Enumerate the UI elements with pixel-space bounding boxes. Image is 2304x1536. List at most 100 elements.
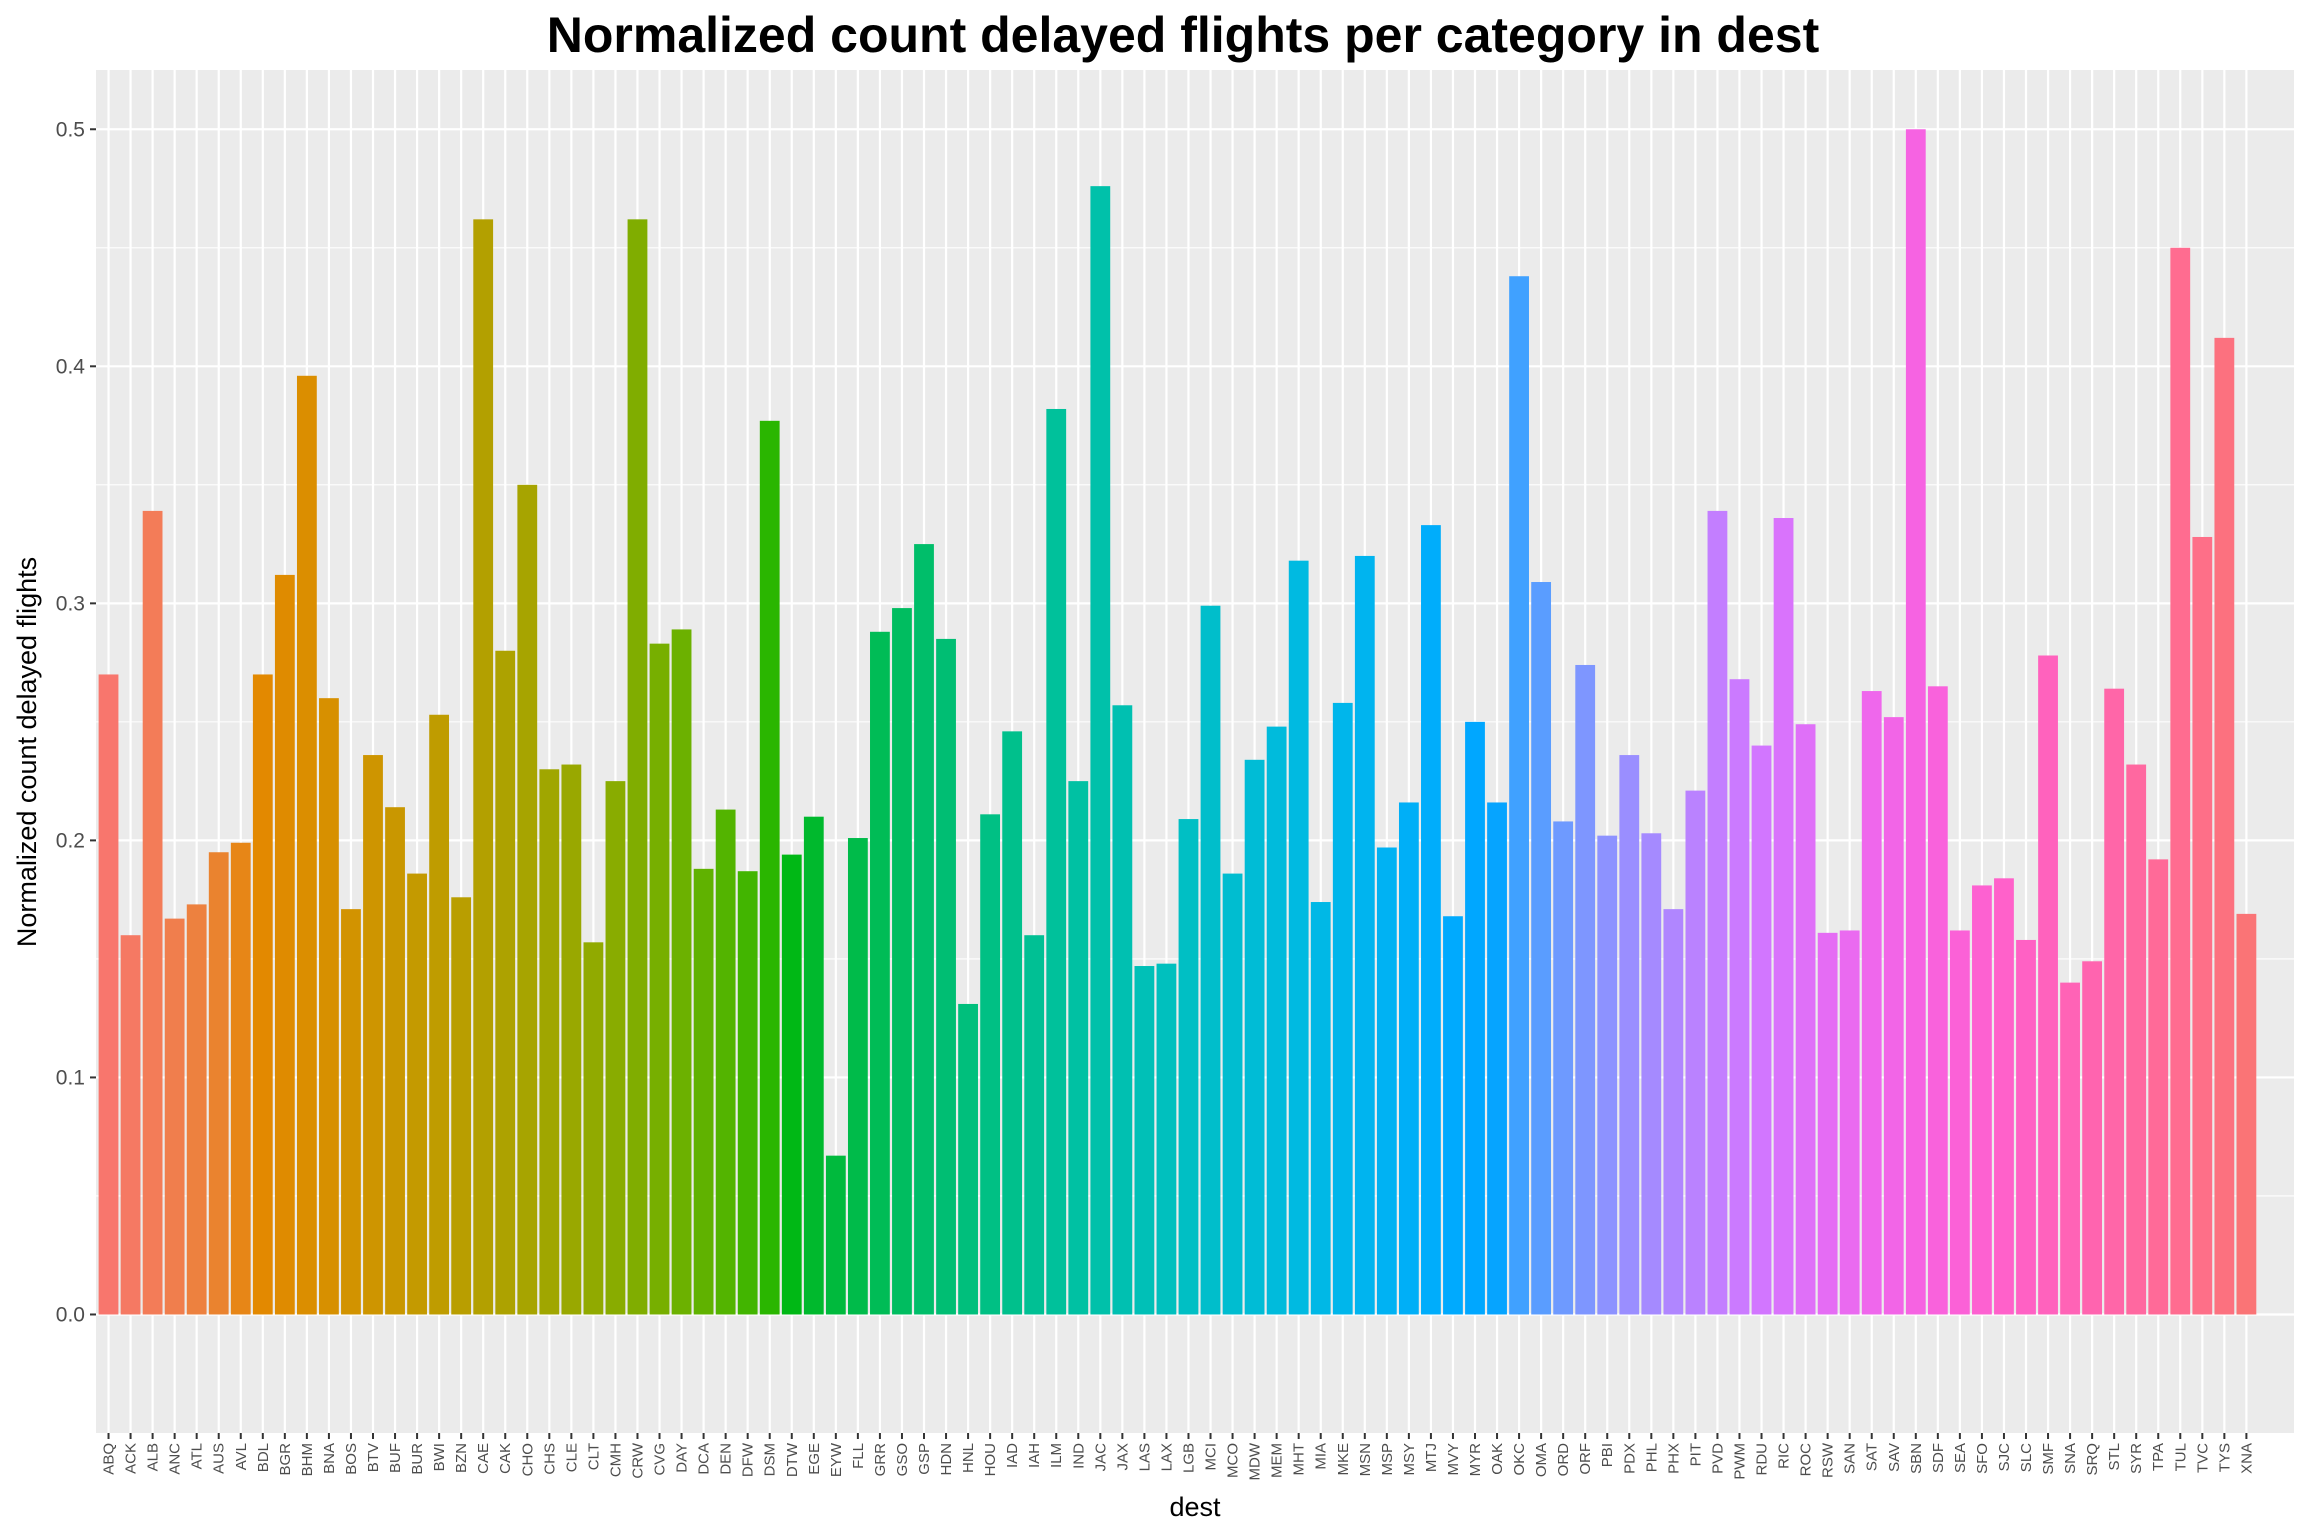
x-tick-label: ILM	[1048, 1443, 1065, 1468]
x-tick-label: CHS	[541, 1443, 558, 1475]
bar-pdx	[1619, 755, 1640, 1315]
x-tick-label: BHM	[299, 1443, 316, 1476]
x-tick-label: HNL	[960, 1443, 977, 1473]
x-tick-label: SYR	[2128, 1443, 2145, 1474]
bar-ind	[1068, 781, 1089, 1315]
x-tick-label: PHL	[1643, 1443, 1660, 1472]
x-tick-label: SAT	[1864, 1443, 1881, 1471]
bar-clt	[583, 942, 604, 1315]
bar-hnl	[958, 1003, 978, 1315]
x-tick-label: SEA	[1952, 1443, 1969, 1473]
bar-phl	[1641, 833, 1662, 1315]
bar-gsp	[914, 544, 934, 1315]
bar-iad	[1002, 731, 1023, 1315]
bar-mvy	[1443, 916, 1463, 1315]
bar-atl	[186, 904, 207, 1315]
bar-xna	[2236, 913, 2257, 1315]
bar-hdn	[936, 638, 956, 1315]
bar-slc	[2016, 939, 2036, 1315]
x-tick-label: IAH	[1026, 1443, 1043, 1468]
bar-dca	[693, 868, 714, 1315]
x-tick-label: CAK	[497, 1443, 514, 1474]
bar-smf	[2038, 655, 2058, 1315]
bar-bhm	[296, 375, 317, 1315]
x-tick-label: RDU	[1754, 1443, 1771, 1476]
bar-sfo	[1972, 885, 1992, 1315]
x-tick-label: BGR	[277, 1443, 294, 1476]
bar-chs	[539, 769, 560, 1315]
bar-cmh	[605, 781, 626, 1315]
bar-san	[1839, 930, 1860, 1315]
bar-okc	[1509, 276, 1529, 1315]
bar-mco	[1222, 873, 1243, 1315]
bar-sdf	[1927, 686, 1948, 1315]
y-tick-label: 0.3	[56, 592, 85, 615]
bar-mem	[1266, 726, 1287, 1315]
x-tick-label: JAX	[1114, 1443, 1131, 1471]
bar-dtw	[781, 854, 802, 1315]
x-tick-label: STL	[2106, 1443, 2123, 1471]
y-axis-title: Normalized count delayed flights	[12, 557, 42, 947]
x-tick-label: HOU	[982, 1443, 999, 1476]
bar-lgb	[1178, 819, 1199, 1315]
bar-sat	[1861, 691, 1882, 1315]
x-tick-label: ORD	[1555, 1443, 1572, 1477]
y-tick-label: 0.5	[56, 118, 85, 141]
bar-ilm	[1046, 408, 1067, 1315]
x-tick-label: GSO	[894, 1443, 911, 1476]
bar-avl	[230, 842, 251, 1315]
x-tick-label: RIC	[1776, 1443, 1793, 1469]
x-tick-label: DAY	[674, 1443, 691, 1473]
bar-bna	[319, 698, 339, 1315]
y-tick-label: 0.1	[56, 1066, 85, 1089]
x-tick-label: OMA	[1533, 1443, 1550, 1477]
bar-tys	[2214, 337, 2235, 1315]
bar-bzn	[451, 897, 472, 1315]
x-tick-label: CLT	[585, 1443, 602, 1470]
bar-day	[671, 629, 692, 1315]
bar-cvg	[649, 643, 670, 1315]
bar-ege	[803, 816, 824, 1315]
bar-lax	[1156, 963, 1177, 1315]
x-tick-label: MCI	[1203, 1443, 1220, 1471]
bar-anc	[164, 918, 185, 1315]
bar-cle	[561, 764, 582, 1315]
x-tick-label: CHO	[519, 1443, 536, 1476]
x-tick-label: CRW	[629, 1442, 646, 1478]
bar-msp	[1376, 847, 1397, 1315]
x-tick-label: GSP	[916, 1443, 933, 1475]
bar-sna	[2060, 982, 2080, 1315]
x-tick-label: AVL	[233, 1443, 250, 1470]
x-tick-label: XNA	[2238, 1443, 2255, 1474]
bar-mht	[1288, 560, 1309, 1315]
bar-myr	[1465, 721, 1485, 1315]
x-tick-label: MYR	[1467, 1443, 1484, 1477]
bar-crw	[627, 219, 648, 1315]
bar-oma	[1531, 582, 1552, 1315]
x-tick-label: MTJ	[1423, 1443, 1440, 1472]
x-tick-label: BNA	[321, 1443, 338, 1474]
x-tick-label: ANC	[167, 1443, 184, 1475]
x-tick-label: TPA	[2150, 1443, 2167, 1471]
x-tick-label: ABQ	[101, 1443, 118, 1475]
bar-tvc	[2192, 536, 2213, 1315]
bar-mci	[1200, 605, 1221, 1315]
x-tick-label: PWM	[1731, 1443, 1748, 1480]
bar-pvd	[1707, 510, 1728, 1315]
x-tick-label: MDW	[1247, 1442, 1264, 1480]
x-tick-label: MSN	[1357, 1443, 1374, 1476]
bar-sea	[1949, 930, 1970, 1315]
bar-msn	[1354, 555, 1375, 1315]
x-tick-label: CLE	[563, 1443, 580, 1472]
x-tick-label: SMF	[2040, 1443, 2057, 1475]
x-tick-label: IND	[1070, 1443, 1087, 1469]
bar-den	[715, 809, 736, 1315]
x-tick-label: AUS	[211, 1443, 228, 1474]
bar-bos	[341, 909, 361, 1315]
bar-btv	[363, 755, 383, 1315]
x-tick-label: PDX	[1621, 1443, 1638, 1474]
x-tick-label: SFO	[1974, 1443, 1991, 1474]
bar-ric	[1773, 518, 1794, 1315]
bar-rdu	[1751, 745, 1772, 1315]
